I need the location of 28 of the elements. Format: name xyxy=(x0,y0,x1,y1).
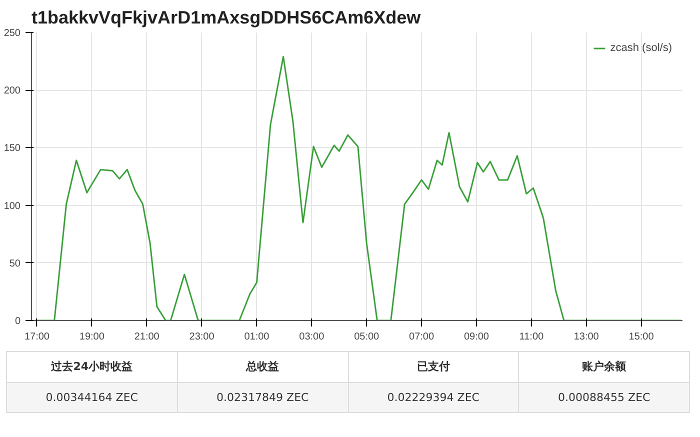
y-tick-label: 200 xyxy=(4,86,21,97)
y-tick-label: 250 xyxy=(4,28,21,39)
x-tick-label: 21:00 xyxy=(134,332,160,342)
x-tick-label: 05:00 xyxy=(354,332,380,342)
chart-title: t1bakkvVqFkjvArD1mAxsgDDHS6CAm6Xdew xyxy=(32,8,422,28)
text: 0.02317849 ZEC xyxy=(177,382,348,413)
x-tick-label: 17:00 xyxy=(24,332,50,342)
x-tick-label: 15:00 xyxy=(628,332,654,342)
x-tick-label: 09:00 xyxy=(464,332,490,342)
x-tick-label: 13:00 xyxy=(574,332,600,342)
x-tick-label: 19:00 xyxy=(79,332,105,342)
text: 总收益 xyxy=(177,352,348,382)
text: 已支付 xyxy=(348,352,519,382)
y-tick-label: 0 xyxy=(14,316,21,327)
y-tick-label: 150 xyxy=(4,143,21,154)
text: 0.00344164 ZEC xyxy=(6,382,178,413)
y-tick-label: 100 xyxy=(4,200,21,212)
x-tick-label: 07:00 xyxy=(409,332,434,342)
x-tick-label: 03:00 xyxy=(299,332,325,342)
x-tick-label: 11:00 xyxy=(519,332,544,342)
text: 账户余额 xyxy=(518,352,690,382)
x-tick-label: 23:00 xyxy=(189,332,215,342)
text: 0.02229394 ZEC xyxy=(348,382,519,413)
x-tick-label: 01:00 xyxy=(244,332,270,342)
y-tick-label: 50 xyxy=(9,258,21,270)
legend-label: zcash (sol/s) xyxy=(610,42,672,54)
text: 过去24小时收益 xyxy=(6,352,178,382)
text: 0.00088455 ZEC xyxy=(518,382,690,413)
